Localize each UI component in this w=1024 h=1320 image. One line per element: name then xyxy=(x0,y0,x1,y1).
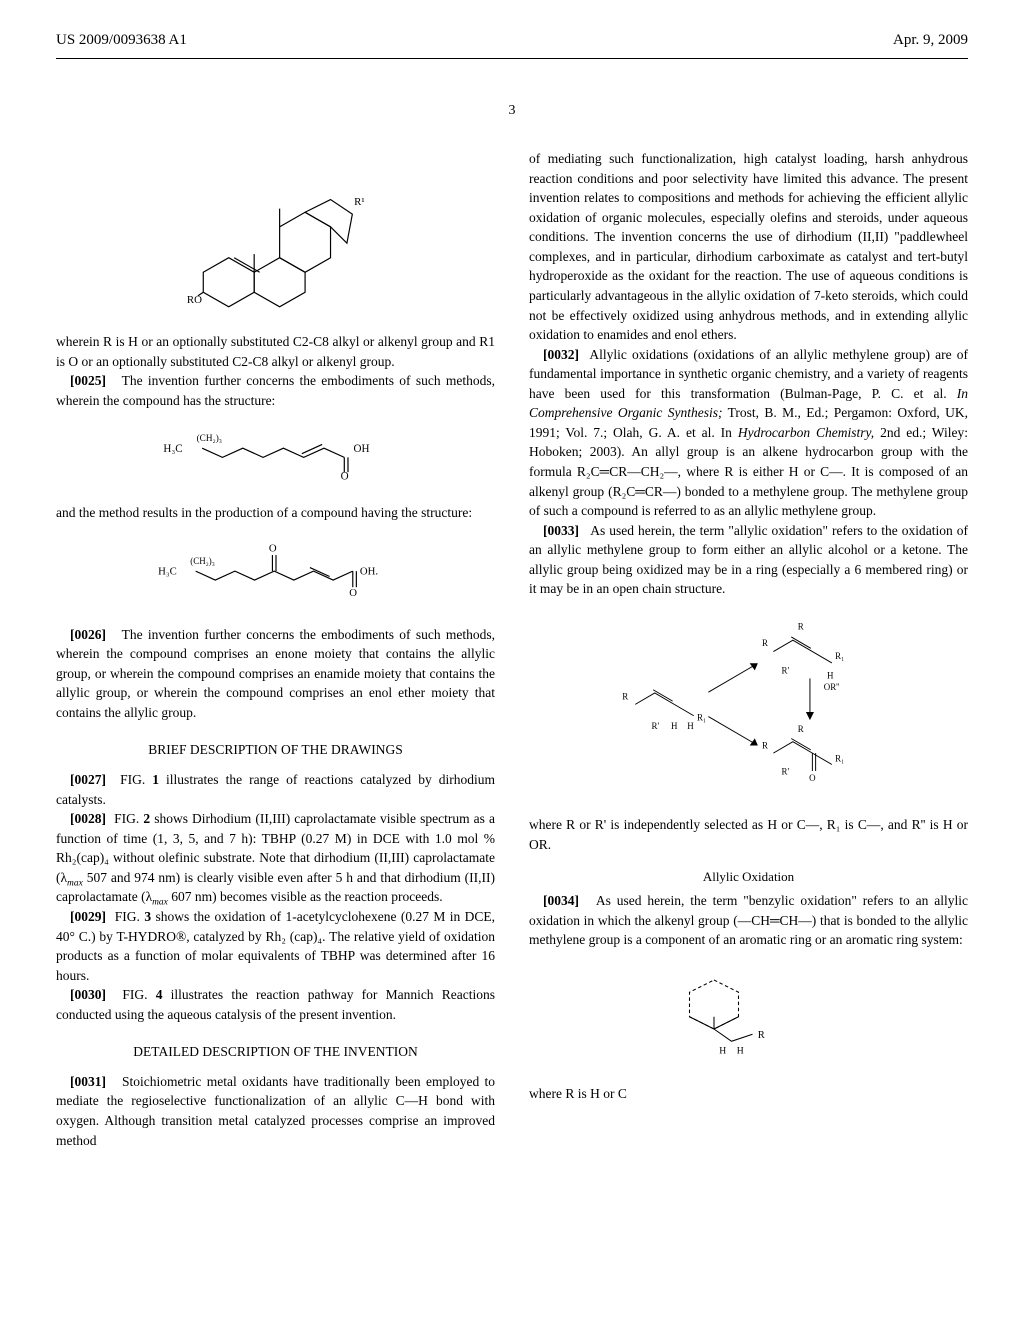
t: FIG. xyxy=(122,987,155,1002)
patent-date: Apr. 9, 2009 xyxy=(893,30,968,52)
para-number: [0029] xyxy=(70,909,106,924)
patent-number: US 2009/0093638 A1 xyxy=(56,30,187,52)
svg-text:H₃C: H₃C xyxy=(163,443,182,455)
svg-text:RO: RO xyxy=(186,294,201,306)
svg-text:H: H xyxy=(687,721,694,731)
para-number: [0028] xyxy=(70,811,106,826)
svg-text:O: O xyxy=(349,587,357,599)
between-structures: and the method results in the production… xyxy=(56,503,495,523)
svg-text:R': R' xyxy=(651,721,659,731)
paragraph-0028: [0028] FIG. 2 shows Dirhodium (II,III) c… xyxy=(56,809,495,907)
fig-ref: 1 xyxy=(152,772,159,787)
detailed-description-heading: DETAILED DESCRIPTION OF THE INVENTION xyxy=(56,1042,495,1062)
allylic-oxidation-heading: Allylic Oxidation xyxy=(529,868,968,887)
t: FIG. xyxy=(115,909,145,924)
paragraph-0033: [0033] As used herein, the term "allylic… xyxy=(529,521,968,599)
paragraph-0032: [0032] Allylic oxidations (oxidations of… xyxy=(529,345,968,521)
benzyl-svg: R H H xyxy=(679,966,819,1062)
para-number: [0025] xyxy=(70,373,106,388)
svg-text:R: R xyxy=(622,691,628,701)
svg-text:H: H xyxy=(671,721,678,731)
para-number: [0030] xyxy=(70,987,106,1002)
svg-text:H₃C: H₃C xyxy=(158,566,177,578)
svg-text:OR'': OR'' xyxy=(823,682,839,692)
svg-text:R': R' xyxy=(781,665,789,675)
svg-text:R₁: R₁ xyxy=(697,713,706,723)
svg-text:OH: OH xyxy=(353,443,369,455)
header-rule xyxy=(56,58,968,59)
t: FIG. xyxy=(114,811,143,826)
para-text: The invention further concerns the embod… xyxy=(56,627,495,720)
benzyl-where: where R is H or C xyxy=(529,1084,968,1104)
left-column: RO R¹ Steroid structure with RO group bo… xyxy=(56,149,495,1150)
svg-text:R₁: R₁ xyxy=(835,651,844,661)
svg-text:O: O xyxy=(809,773,816,783)
svg-text:H: H xyxy=(827,670,834,680)
svg-text:OH.: OH. xyxy=(359,566,377,578)
para-number: [0026] xyxy=(70,627,106,642)
para-text: As used herein, the term "allylic oxidat… xyxy=(529,523,968,597)
scheme-svg: R R₁ R' H H R R R₁ R' H OR'' R R R₁ R' O xyxy=(619,615,879,794)
lambda-max: max xyxy=(67,879,83,889)
brief-description-heading: BRIEF DESCRIPTION OF THE DRAWINGS xyxy=(56,740,495,760)
page-header: US 2009/0093638 A1 Apr. 9, 2009 xyxy=(56,30,968,52)
svg-text:R': R' xyxy=(781,766,789,776)
scheme-where: where R or R' is independently selected … xyxy=(529,815,968,854)
para-number: [0033] xyxy=(543,523,579,538)
svg-text:R₁: R₁ xyxy=(835,753,844,763)
reaction-scheme: R R₁ R' H H R R R₁ R' H OR'' R R R₁ R' O… xyxy=(529,615,968,799)
svg-text:R: R xyxy=(797,724,803,734)
paragraph-0031-continued: of mediating such functionalization, hig… xyxy=(529,149,968,345)
svg-text:(CH₂)₃: (CH₂)₃ xyxy=(190,556,215,566)
chemical-structure-steroid: RO R¹ Steroid structure with RO group bo… xyxy=(56,165,495,316)
paragraph-0031: [0031] Stoichiometric metal oxidants hav… xyxy=(56,1072,495,1150)
svg-text:R: R xyxy=(762,740,768,750)
paragraph-0034: [0034] As used herein, the term "benzyli… xyxy=(529,891,968,950)
svg-text:(CH₂)₃: (CH₂)₃ xyxy=(196,433,221,443)
svg-text:R: R xyxy=(797,622,803,632)
para-text: Stoichiometric metal oxidants have tradi… xyxy=(56,1074,495,1148)
t: 607 nm) becomes visible as the reaction … xyxy=(168,889,443,904)
steroid-svg: RO R¹ xyxy=(176,165,376,310)
paragraph-0030: [0030] FIG. 4 illustrates the reaction p… xyxy=(56,985,495,1024)
page-number: 3 xyxy=(56,101,968,121)
chemical-structure-acid2: H₃C (CH₂)₃ O OH. O H3C-(CH2)3-C(=O)-CH=C… xyxy=(56,539,495,609)
two-column-layout: RO R¹ Steroid structure with RO group bo… xyxy=(56,149,968,1150)
svg-text:O: O xyxy=(340,471,348,482)
t: FIG. xyxy=(120,772,152,787)
para-text: As used herein, the term "benzylic oxida… xyxy=(529,893,968,947)
svg-text:H: H xyxy=(719,1045,726,1056)
svg-text:R¹: R¹ xyxy=(354,196,365,208)
chemical-structure-acid1: H₃C (CH₂)₃ OH O H3C-(CH2)3-CH=CH-CH2-C(=… xyxy=(56,426,495,487)
para-number: [0034] xyxy=(543,893,579,908)
para-number: [0027] xyxy=(70,772,106,787)
svg-text:O: O xyxy=(268,542,276,554)
acid1-svg: H₃C (CH₂)₃ OH O xyxy=(156,426,396,481)
acid2-svg: H₃C (CH₂)₃ O OH. O xyxy=(151,539,401,603)
paragraph-0029: [0029] FIG. 3 shows the oxidation of 1-a… xyxy=(56,907,495,985)
para-number: [0032] xyxy=(543,347,579,362)
paragraph-0027: [0027] FIG. 1 illustrates the range of r… xyxy=(56,770,495,809)
para-number: [0031] xyxy=(70,1074,106,1089)
svg-text:H: H xyxy=(736,1045,743,1056)
citation: Hydrocarbon Chemistry, xyxy=(738,425,874,440)
paragraph-0026: [0026] The invention further concerns th… xyxy=(56,625,495,723)
para-text: The invention further concerns the embod… xyxy=(56,373,495,408)
right-column: of mediating such functionalization, hig… xyxy=(529,149,968,1150)
t: Allylic oxidations (oxidations of an all… xyxy=(529,347,968,401)
svg-text:R: R xyxy=(762,638,768,648)
struct1-caption: wherein R is H or an optionally substitu… xyxy=(56,332,495,371)
paragraph-0025: [0025] The invention further concerns th… xyxy=(56,371,495,410)
svg-text:R: R xyxy=(757,1030,764,1041)
benzylic-structure: R H H Aromatic ring (dashed partial) bon… xyxy=(529,966,968,1068)
